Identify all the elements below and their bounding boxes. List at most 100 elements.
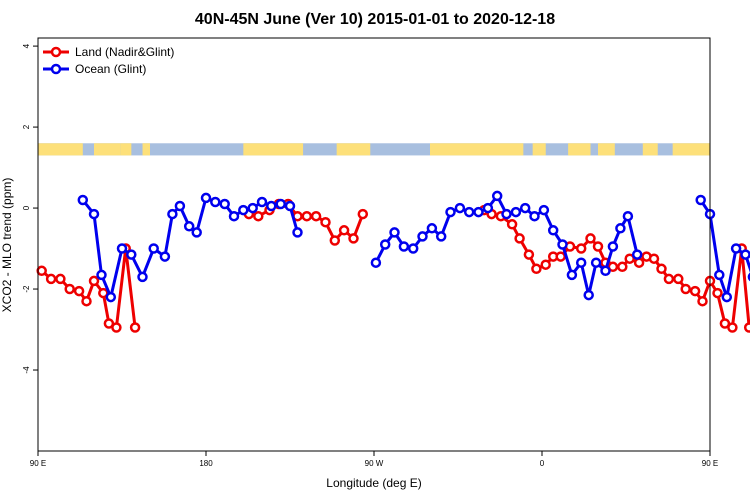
data-point xyxy=(98,287,109,299)
data-point xyxy=(219,198,230,210)
data-point xyxy=(183,221,195,232)
y-axis-ticks: -4 -2 0 2 4 xyxy=(22,43,38,374)
legend: Land (Nadir&Glint) Ocean (Glint) xyxy=(43,45,174,76)
data-point xyxy=(116,243,128,254)
data-point xyxy=(689,285,701,297)
data-point xyxy=(275,198,286,210)
data-point xyxy=(523,249,535,260)
surface-type-band xyxy=(38,143,710,156)
x-tick-label: 180 xyxy=(199,459,213,468)
band-land-segment xyxy=(336,143,371,156)
series-line xyxy=(699,199,750,299)
band-land-segment xyxy=(430,143,524,156)
x-tick-label: 90 E xyxy=(30,459,46,468)
data-point xyxy=(501,208,512,220)
data-point xyxy=(727,322,738,333)
data-point xyxy=(585,233,596,244)
data-point xyxy=(96,269,107,281)
data-point xyxy=(656,263,667,275)
data-point xyxy=(506,219,518,230)
data-point xyxy=(284,200,296,212)
data-point xyxy=(463,206,475,218)
data-point xyxy=(200,192,212,204)
data-point xyxy=(673,273,684,285)
legend-marker-land xyxy=(50,46,62,58)
data-point xyxy=(617,261,628,273)
data-point xyxy=(663,273,675,285)
data-point xyxy=(426,223,438,234)
data-point xyxy=(697,295,708,307)
data-point xyxy=(566,269,578,281)
band-land-segment xyxy=(38,143,83,156)
band-land-segment xyxy=(568,143,591,156)
data-point xyxy=(103,318,115,329)
data-point xyxy=(36,265,47,277)
data-point xyxy=(137,271,148,283)
data-point xyxy=(575,257,587,268)
data-point xyxy=(557,239,568,250)
x-tick-label: 0 xyxy=(540,459,545,468)
data-point xyxy=(45,273,57,285)
data-point xyxy=(519,202,531,214)
data-point xyxy=(129,322,141,333)
data-point xyxy=(555,251,566,262)
data-point xyxy=(292,227,303,238)
data-point xyxy=(615,223,626,234)
data-point xyxy=(253,210,264,222)
data-point xyxy=(88,275,100,287)
x-tick-label: 90 W xyxy=(365,459,384,468)
y-tick-label: -2 xyxy=(22,285,31,293)
data-point xyxy=(743,322,750,333)
band-land-segment xyxy=(142,143,150,156)
band-land-segment xyxy=(120,143,132,156)
data-point xyxy=(600,265,611,277)
data-point xyxy=(491,190,503,202)
data-point xyxy=(631,249,643,260)
data-point xyxy=(348,233,359,244)
data-point xyxy=(148,243,159,254)
data-point xyxy=(191,227,202,238)
data-point xyxy=(514,233,525,244)
data-point xyxy=(301,210,313,222)
data-point xyxy=(210,196,221,208)
data-point xyxy=(228,210,240,222)
data-point xyxy=(730,243,742,254)
data-point xyxy=(77,194,89,206)
data-point xyxy=(622,210,634,222)
data-point xyxy=(633,257,645,268)
data-point xyxy=(435,231,447,242)
data-point xyxy=(398,241,410,252)
series-ocean xyxy=(77,190,750,303)
data-point xyxy=(719,318,731,329)
data-point xyxy=(712,287,723,299)
band-land-segment xyxy=(598,143,615,156)
data-point xyxy=(695,194,706,206)
data-point xyxy=(529,210,540,222)
series-land xyxy=(36,198,750,333)
band-land-segment xyxy=(243,143,304,156)
data-point xyxy=(680,283,691,295)
y-tick-label: 2 xyxy=(22,124,31,129)
data-point xyxy=(167,208,178,220)
x-axis-ticks: 90 E 180 90 W 0 90 E xyxy=(30,451,718,468)
plot-frame xyxy=(37,37,711,452)
data-point xyxy=(247,202,258,214)
y-tick-label: 0 xyxy=(22,205,31,210)
data-point xyxy=(407,243,419,254)
band-land-segment xyxy=(642,143,658,156)
data-point xyxy=(81,295,92,307)
series-line xyxy=(40,247,137,329)
data-point xyxy=(329,235,341,246)
data-point xyxy=(547,225,559,236)
data-point xyxy=(357,208,369,220)
data-point xyxy=(607,241,619,252)
x-axis-label: Longitude (deg E) xyxy=(326,476,421,490)
data-point xyxy=(583,289,594,301)
band-land-segment xyxy=(94,143,121,156)
data-point xyxy=(624,253,635,264)
data-point xyxy=(310,210,322,222)
data-point xyxy=(540,259,551,270)
data-point xyxy=(721,291,733,303)
x-tick-label: 90 E xyxy=(702,459,718,468)
data-point xyxy=(510,206,522,218)
